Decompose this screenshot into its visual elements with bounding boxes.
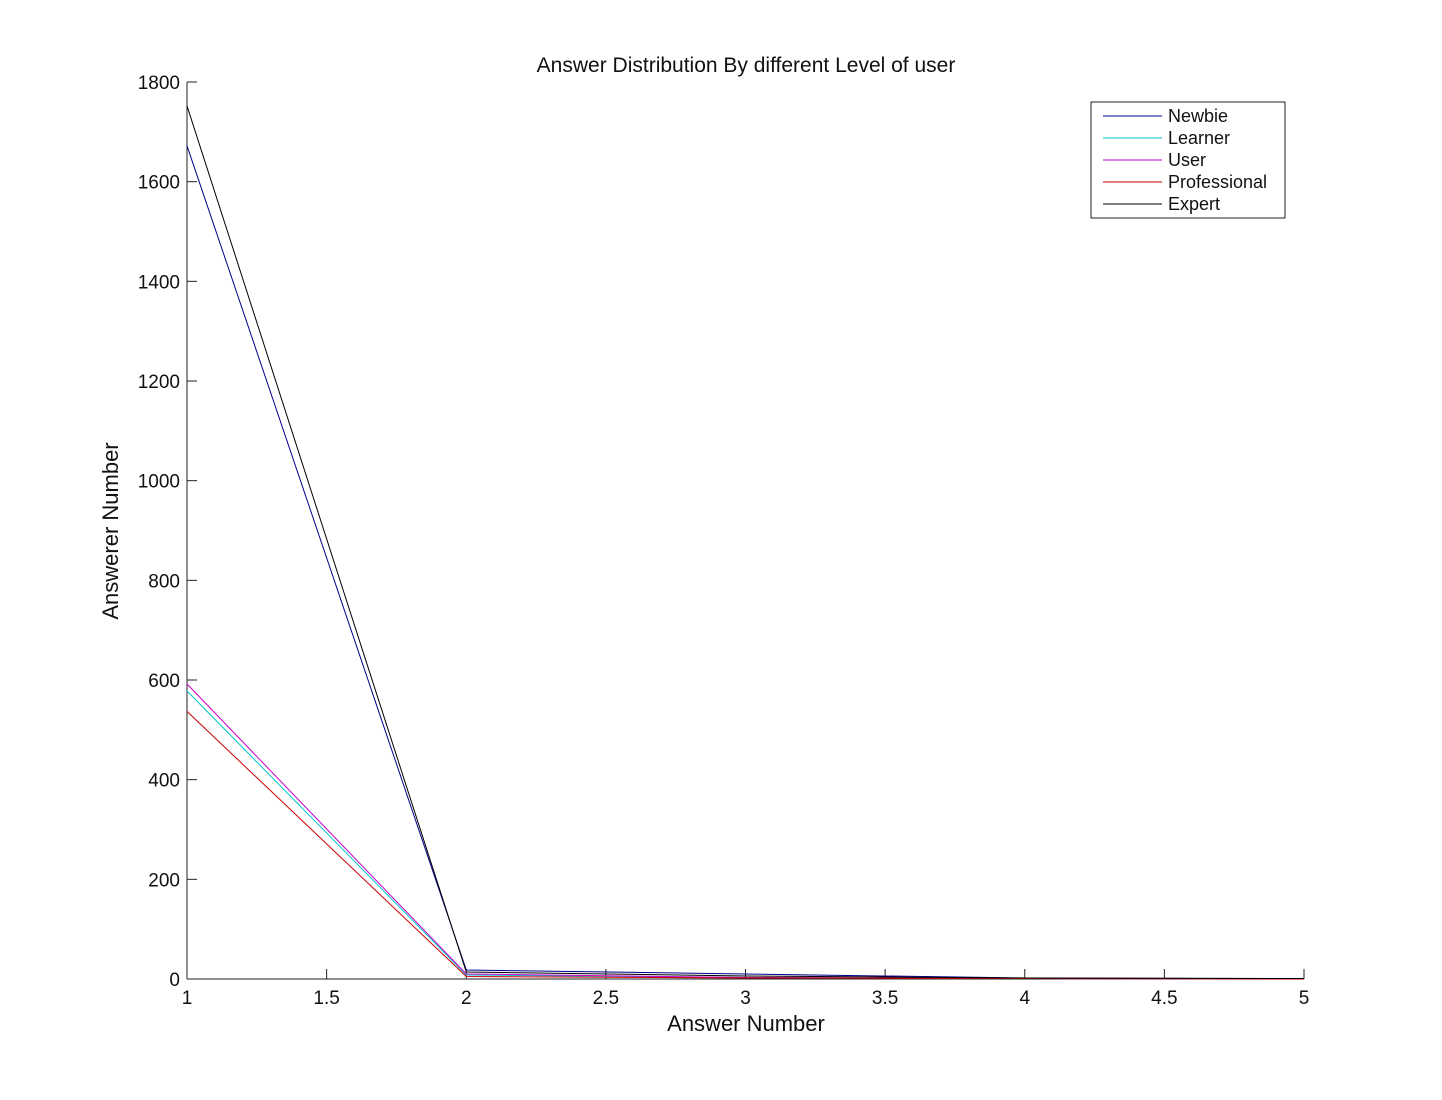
legend-label-expert: Expert (1168, 194, 1220, 214)
x-tick-label: 1 (182, 988, 193, 1009)
x-tick-label: 4.5 (1151, 988, 1177, 1009)
x-axis-label: Answer Number (667, 1011, 825, 1036)
series-line-expert (186, 105, 1305, 979)
series-line-newbie (186, 145, 1305, 979)
series-line-user (186, 683, 1305, 980)
y-tick-label: 400 (148, 771, 180, 792)
y-ticks: 0 200 400 600 800 1000 1200 1400 1600 1800 (138, 73, 197, 991)
x-tick-label: 3.5 (872, 988, 898, 1009)
y-tick-label: 0 (169, 970, 180, 991)
y-tick-label: 1400 (138, 272, 180, 293)
legend-label-newbie: Newbie (1168, 106, 1228, 126)
y-tick-label: 1200 (138, 372, 180, 393)
x-tick-label: 3 (740, 988, 751, 1009)
series-line-learner (186, 690, 1305, 980)
x-tick-label: 4 (1019, 988, 1030, 1009)
y-tick-label: 1000 (138, 472, 180, 493)
y-tick-label: 600 (148, 671, 180, 692)
x-ticks: 1 1.5 2 2.5 3 3.5 4 4.5 5 (182, 969, 1310, 1009)
y-tick-label: 800 (148, 571, 180, 592)
chart-title: Answer Distribution By different Level o… (537, 54, 956, 77)
x-tick-label: 2.5 (593, 988, 619, 1009)
legend-label-user: User (1168, 150, 1206, 170)
y-axis-label: Answerer Number (98, 442, 123, 619)
x-tick-label: 1.5 (313, 988, 339, 1009)
x-tick-label: 5 (1299, 988, 1310, 1009)
series-lines (186, 105, 1305, 980)
y-tick-label: 1600 (138, 173, 180, 194)
y-tick-label: 200 (148, 870, 180, 891)
x-tick-label: 2 (461, 988, 472, 1009)
legend-label-professional: Professional (1168, 172, 1267, 192)
legend-label-learner: Learner (1168, 128, 1230, 148)
series-line-professional (186, 711, 1305, 980)
plot-area: 1 1.5 2 2.5 3 3.5 4 4.5 5 0 200 400 600 800 1000 1200 1… (138, 73, 1310, 1009)
y-tick-label: 1800 (138, 73, 180, 94)
